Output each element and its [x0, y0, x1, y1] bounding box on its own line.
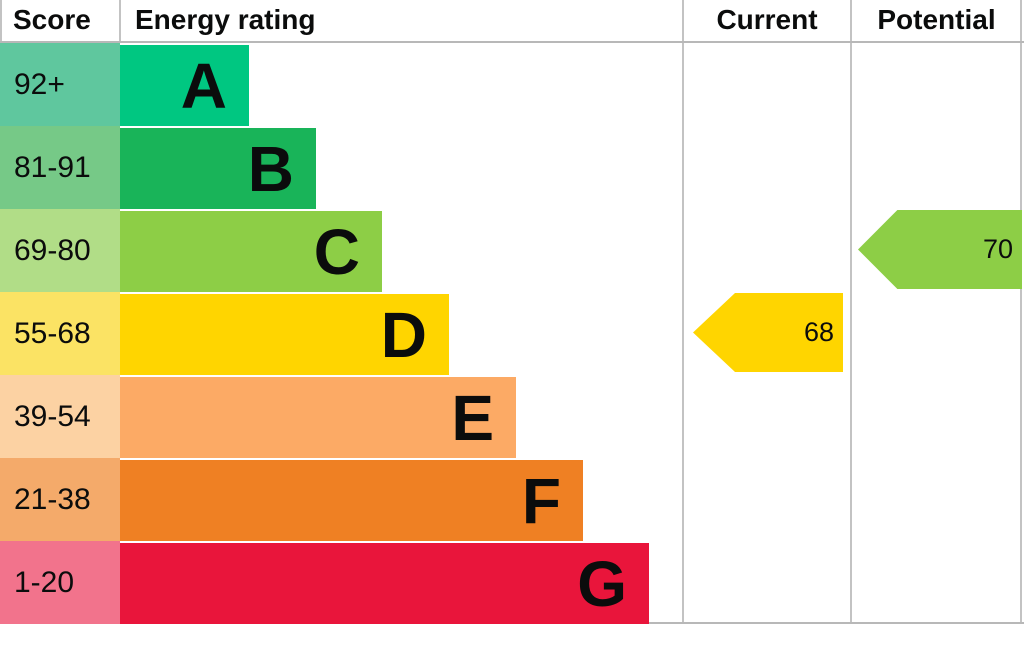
band-letter: F	[521, 464, 561, 537]
right-border-line	[1020, 0, 1022, 622]
band-bar-b: B	[120, 128, 316, 209]
score-range: 21-38	[0, 458, 120, 541]
band-row-d: 55-68 D	[0, 292, 683, 375]
score-range: 1-20	[0, 541, 120, 624]
band-letter: B	[247, 132, 294, 205]
chart-header: Score Energy rating Current Potential	[0, 0, 1024, 42]
header-energy-rating: Energy rating	[135, 4, 316, 35]
band-row-b: 81-91 B	[0, 126, 683, 209]
score-range: 69-80	[0, 209, 120, 292]
band-bar-d: D	[120, 294, 449, 375]
score-range: 92+	[0, 43, 120, 126]
current-column-divider	[682, 0, 684, 622]
potential-column-divider	[850, 0, 852, 622]
band-bar-g: G	[120, 543, 649, 624]
bands-area: 92+ A 81-91 B 69-80 C 55-68 D 39-54	[0, 43, 1024, 624]
band-bar-a: A	[120, 45, 249, 126]
header-divider-line	[0, 41, 1024, 43]
current-rating-value: 68	[803, 317, 834, 347]
band-row-g: 1-20 G	[0, 541, 683, 624]
header-potential: Potential	[877, 4, 996, 35]
band-row-e: 39-54 E	[0, 375, 683, 458]
band-bar-f: F	[120, 460, 583, 541]
band-letter: A	[180, 49, 227, 122]
score-column-divider	[119, 0, 121, 41]
band-letter: G	[577, 547, 627, 620]
band-row-c: 69-80 C	[0, 209, 683, 292]
band-bar-c: C	[120, 211, 382, 292]
band-row-f: 21-38 F	[0, 458, 683, 541]
header-score: Score	[13, 4, 91, 35]
header-current: Current	[716, 4, 818, 35]
band-letter: D	[380, 298, 427, 371]
potential-rating-arrow: 70	[858, 210, 1022, 289]
band-row-a: 92+ A	[0, 43, 683, 126]
band-bar-e: E	[120, 377, 516, 458]
score-range: 55-68	[0, 292, 120, 375]
band-letter: C	[313, 215, 360, 288]
band-letter: E	[451, 381, 494, 454]
left-border-line	[0, 0, 2, 41]
potential-rating-value: 70	[982, 234, 1013, 264]
score-range: 39-54	[0, 375, 120, 458]
score-range: 81-91	[0, 126, 120, 209]
